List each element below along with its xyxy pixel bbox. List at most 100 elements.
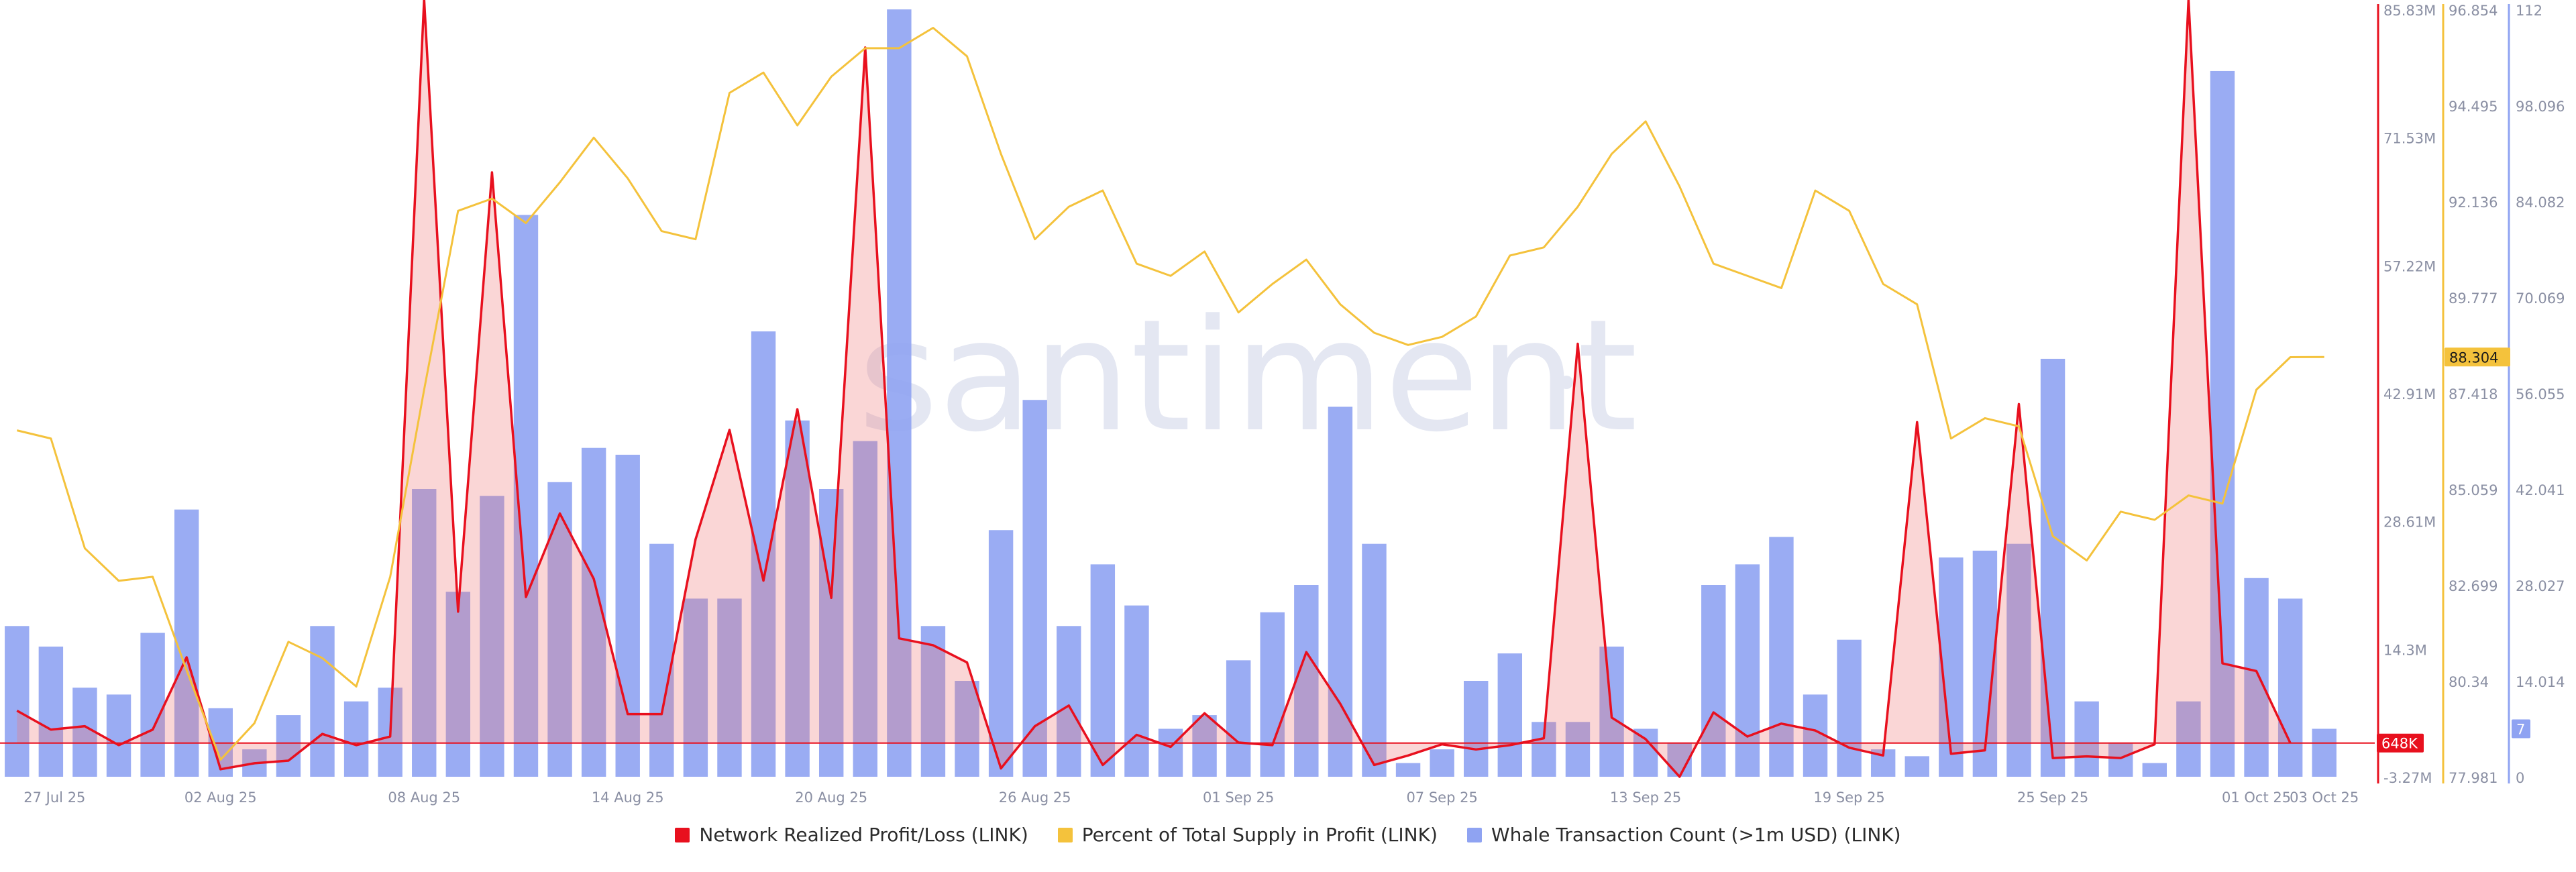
- profit-loss-tick-label: 42.91M: [2383, 386, 2436, 402]
- whale-tick-label: 14.014: [2516, 674, 2565, 690]
- whale-bar: [5, 626, 30, 777]
- whale-tick-label: 70.069: [2516, 290, 2565, 307]
- whale-bar: [343, 701, 369, 777]
- legend-swatch-profit-loss: [675, 827, 690, 842]
- x-tick-label: 08 Aug 25: [388, 789, 460, 806]
- whale-bar: [818, 489, 844, 777]
- whale-bar: [1057, 626, 1081, 777]
- supply-tick-label: 87.418: [2449, 386, 2498, 402]
- whale-bar: [1158, 728, 1183, 777]
- whale-bar: [717, 598, 742, 777]
- x-tick-label: 26 Aug 25: [999, 789, 1071, 806]
- whale-bar: [1904, 756, 1929, 777]
- whale-bar: [2040, 358, 2065, 777]
- whale-current-badge: 7: [2512, 719, 2530, 739]
- supply-tick-label: 89.777: [2449, 290, 2498, 307]
- supply-tick-label: 80.34: [2449, 674, 2489, 690]
- whale-tick-label: 98.096: [2516, 99, 2565, 115]
- whale-bar: [615, 454, 640, 777]
- legend-label-supply-in-profit: Percent of Total Supply in Profit (LINK): [1081, 824, 1438, 846]
- whale-bar: [1565, 722, 1591, 777]
- whale-bar: [2074, 701, 2099, 777]
- supply-current-badge: 88.304: [2445, 347, 2510, 367]
- whale-bar: [2006, 543, 2031, 777]
- whale-bar: [1837, 639, 1862, 777]
- x-tick-label: 02 Aug 25: [184, 789, 257, 806]
- x-tick-label: 01 Sep 25: [1203, 789, 1274, 806]
- x-tick-label: 07 Sep 25: [1406, 789, 1477, 806]
- profit-loss-tick-label: -3.27M: [2383, 770, 2432, 786]
- legend-label-whale-count: Whale Transaction Count (>1m USD) (LINK): [1491, 824, 1901, 846]
- x-tick-label: 01 Oct 25: [2222, 789, 2291, 806]
- whale-bar: [887, 9, 912, 777]
- profit-loss-tick-label: 85.83M: [2383, 3, 2436, 19]
- whale-bar: [1226, 660, 1251, 777]
- whale-bar: [106, 694, 131, 777]
- whale-bar: [1328, 406, 1353, 777]
- whale-bar: [1090, 564, 1116, 777]
- legend-item-whale-count[interactable]: Whale Transaction Count (>1m USD) (LINK): [1466, 824, 1901, 846]
- x-tick-label: 19 Sep 25: [1813, 789, 1884, 806]
- whale-bar: [988, 530, 1014, 777]
- whale-bar: [920, 626, 946, 777]
- whale-bar: [2277, 598, 2303, 777]
- whale-bar: [1294, 585, 1319, 777]
- whale-bar: [174, 509, 199, 777]
- whale-bar: [480, 496, 504, 777]
- profit-loss-tick-label: 14.3M: [2383, 642, 2427, 658]
- whale-tick-label: 56.055: [2516, 386, 2565, 402]
- supply-current-badge-text: 88.304: [2449, 349, 2498, 366]
- whale-bar: [1260, 612, 1285, 777]
- whale-tick-label: 112: [2516, 3, 2542, 19]
- watermark: santiment: [858, 287, 1638, 466]
- whale-bar: [1430, 749, 1454, 777]
- whale-bar: [2108, 742, 2133, 777]
- x-tick-label: 25 Sep 25: [2017, 789, 2088, 806]
- profit-loss-tick-label: 28.61M: [2383, 514, 2436, 531]
- whale-bar: [751, 331, 776, 777]
- whale-bar: [412, 489, 437, 777]
- supply-tick-label: 82.699: [2449, 578, 2498, 594]
- legend-label-profit-loss: Network Realized Profit/Loss (LINK): [699, 824, 1028, 846]
- x-tick-label: 27 Jul 25: [23, 789, 85, 806]
- legend-swatch-whale-count: [1466, 827, 1482, 842]
- profit-loss-tick-label: 71.53M: [2383, 131, 2436, 147]
- whale-bar: [649, 543, 674, 777]
- whale-bar: [1701, 585, 1726, 777]
- chart-legend: Network Realized Profit/Loss (LINK) Perc…: [0, 824, 2576, 846]
- whale-bar: [853, 441, 877, 777]
- whale-bar: [140, 633, 165, 777]
- whale-bar: [1022, 400, 1047, 777]
- profit-loss-current-badge-text: 648K: [2381, 736, 2418, 752]
- supply-tick-label: 96.854: [2449, 3, 2498, 19]
- whale-bar: [1192, 715, 1217, 777]
- whale-bar: [276, 715, 301, 777]
- whale-bar: [445, 592, 471, 777]
- profit-loss-tick-label: 57.22M: [2383, 258, 2436, 274]
- legend-item-supply-in-profit[interactable]: Percent of Total Supply in Profit (LINK): [1057, 824, 1438, 846]
- x-tick-label: 20 Aug 25: [795, 789, 867, 806]
- profit-loss-current-badge-bg: [2377, 733, 2424, 753]
- whale-bar: [1362, 543, 1387, 777]
- supply-tick-label: 94.495: [2449, 99, 2498, 115]
- whale-bar: [2176, 701, 2201, 777]
- whale-bar: [955, 681, 979, 777]
- supply-in-profit-line: [16, 27, 2324, 761]
- whale-bar: [1735, 564, 1760, 777]
- whale-tick-label: 84.082: [2516, 195, 2565, 211]
- whale-bar: [1395, 763, 1421, 777]
- whale-bar: [2142, 763, 2167, 777]
- legend-swatch-supply-in-profit: [1057, 827, 1073, 842]
- supply-current-badge-bg: [2445, 347, 2510, 367]
- supply-tick-label: 77.981: [2449, 770, 2498, 786]
- supply-tick-label: 92.136: [2449, 195, 2498, 211]
- x-tick-label: 14 Aug 25: [592, 789, 664, 806]
- legend-item-profit-loss[interactable]: Network Realized Profit/Loss (LINK): [675, 824, 1028, 846]
- whale-bar: [785, 420, 810, 777]
- whale-bar: [38, 646, 64, 777]
- whale-tick-label: 28.027: [2516, 578, 2565, 594]
- whale-bar: [1769, 537, 1794, 777]
- profit-loss-line: [16, 0, 2292, 778]
- whale-bar: [2312, 728, 2337, 777]
